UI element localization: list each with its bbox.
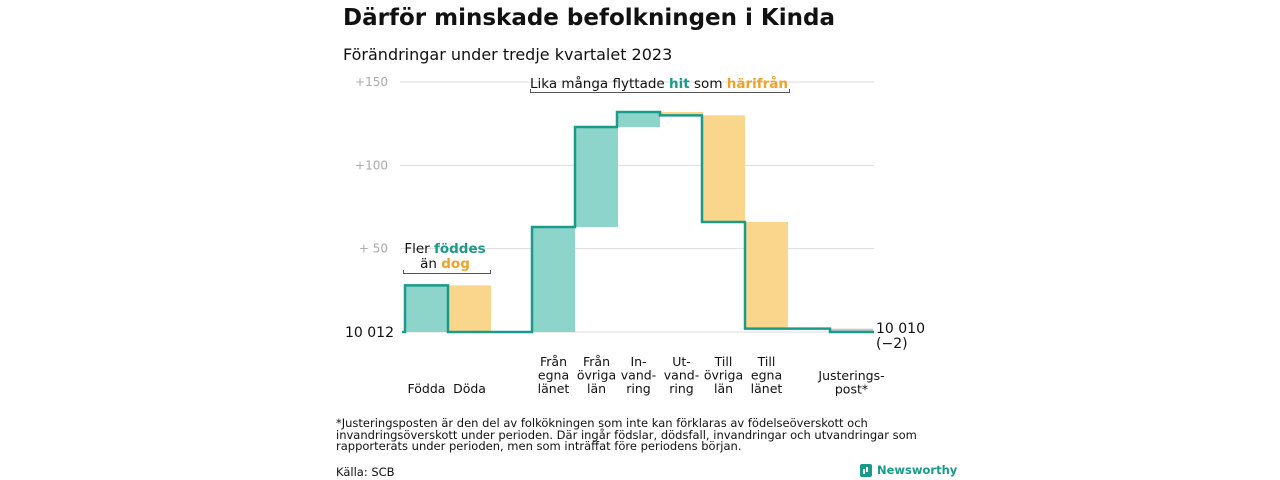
category-label: län bbox=[714, 381, 733, 396]
category-label: övriga bbox=[704, 368, 743, 383]
category-label: Från bbox=[540, 354, 567, 369]
category-label: Ut- bbox=[672, 354, 691, 369]
newsworthy-logo-icon bbox=[860, 463, 872, 477]
y-tick-label: +150 bbox=[355, 75, 388, 89]
bar bbox=[830, 328, 873, 332]
category-label: ring bbox=[626, 381, 650, 396]
bar bbox=[532, 227, 575, 332]
category-label: egna bbox=[538, 368, 569, 383]
category-label: vand- bbox=[664, 368, 699, 383]
bar bbox=[575, 127, 618, 227]
bar bbox=[405, 285, 448, 332]
y-tick-label: +100 bbox=[355, 158, 388, 172]
step-line bbox=[402, 110, 874, 334]
category-label: Till bbox=[757, 354, 776, 369]
chart-subtitle: Förändringar under tredje kvartalet 2023 bbox=[343, 45, 673, 64]
births-annotation-line1: Fler föddes bbox=[404, 241, 485, 257]
baseline-value-label: 10 012 bbox=[345, 325, 394, 341]
category-label: Döda bbox=[453, 381, 486, 396]
waterfall-chart: +150+100+ 50 Födda DödaFrånegnalänetFrånö… bbox=[345, 75, 925, 397]
category-label: post* bbox=[835, 382, 868, 397]
category-label: ring bbox=[669, 381, 693, 396]
brand-logo: Newsworthy bbox=[860, 463, 957, 477]
births-annotation: Fler föddes än dog bbox=[403, 241, 491, 274]
category-label: Justerings- bbox=[817, 368, 884, 383]
category-label: Till bbox=[714, 354, 733, 369]
bar bbox=[702, 115, 745, 222]
category-label: vand- bbox=[621, 368, 656, 383]
source-label: Källa: SCB bbox=[336, 465, 395, 479]
category-label: In- bbox=[630, 354, 646, 369]
y-tick-label: + 50 bbox=[359, 242, 388, 256]
category-label: länet bbox=[538, 381, 570, 396]
category-label: Från bbox=[583, 354, 610, 369]
y-tick-labels: +150 +100 + 50 bbox=[355, 75, 388, 256]
category-labels: Födda DödaFrånegnalänetFrånövrigalänIn-va… bbox=[408, 354, 885, 397]
migration-annotation: Lika många flyttade hit som härifrån bbox=[530, 75, 790, 93]
category-label: länet bbox=[751, 381, 783, 396]
category-label: Födda bbox=[408, 381, 446, 396]
bars bbox=[405, 112, 873, 332]
cumulative-step-line bbox=[402, 110, 874, 334]
category-label: län bbox=[587, 381, 606, 396]
bar bbox=[448, 285, 491, 332]
chart-title: Därför minskade befolkningen i Kinda bbox=[343, 5, 835, 31]
category-label: egna bbox=[751, 368, 782, 383]
bar bbox=[617, 112, 660, 127]
brand-name: Newsworthy bbox=[877, 463, 958, 477]
category-label: övriga bbox=[577, 368, 616, 383]
footnote: *Justeringsposten är den del av folkökni… bbox=[336, 416, 917, 453]
births-annotation-line2: än dog bbox=[420, 256, 470, 272]
end-change-label: (−2) bbox=[876, 336, 908, 352]
end-value-label: 10 010 bbox=[876, 321, 925, 337]
bar bbox=[660, 112, 703, 116]
migration-annotation-text: Lika många flyttade hit som härifrån bbox=[530, 75, 788, 92]
bar bbox=[745, 222, 788, 329]
